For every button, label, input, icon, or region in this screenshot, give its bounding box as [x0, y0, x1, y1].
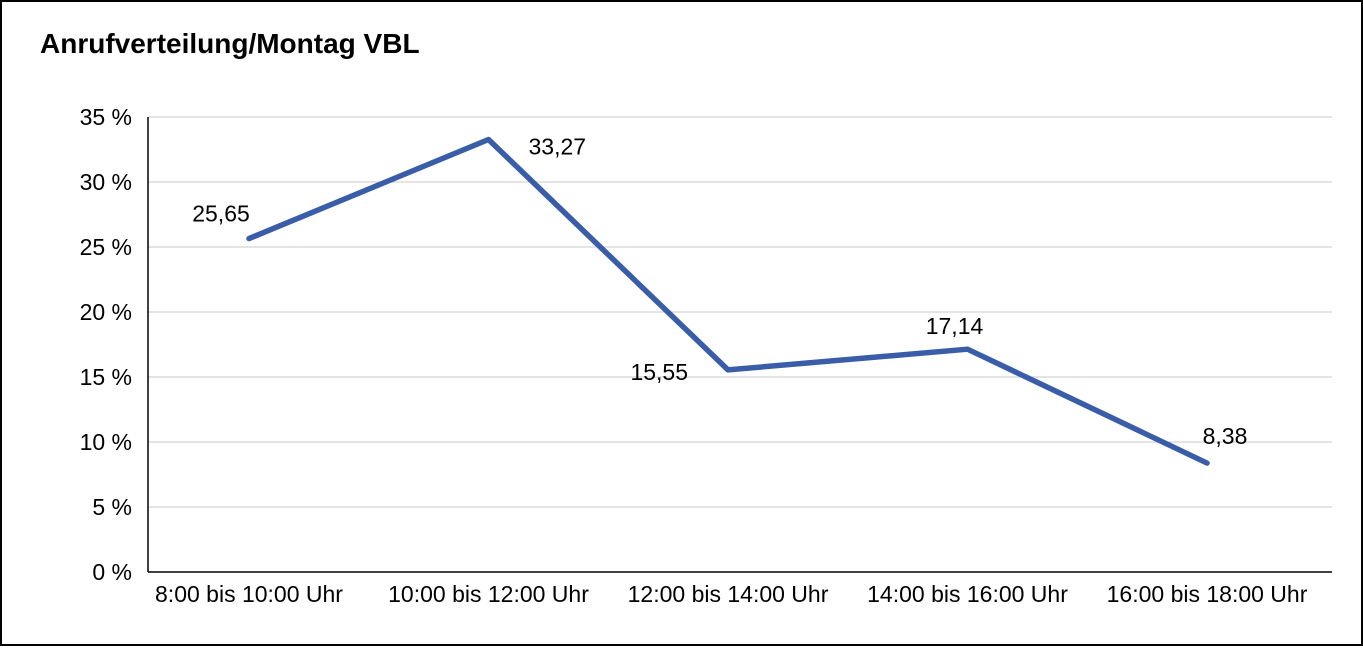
x-axis-tick-label: 12:00 bis 14:00 Uhr — [628, 581, 829, 607]
x-axis-tick-label: 10:00 bis 12:00 Uhr — [388, 581, 589, 607]
y-axis-tick-label: 20 % — [80, 299, 132, 325]
series-line — [246, 136, 1210, 466]
y-axis-tick-label: 35 % — [80, 104, 132, 130]
x-axis-tick-label: 16:00 bis 18:00 Uhr — [1107, 581, 1308, 607]
y-axis-tick-label: 15 % — [80, 364, 132, 390]
data-point-label: 33,27 — [529, 133, 587, 159]
data-point-label: 25,65 — [192, 201, 250, 227]
x-axis-tick-label: 14:00 bis 16:00 Uhr — [867, 581, 1068, 607]
data-point-label: 15,55 — [630, 359, 688, 385]
data-point-label: 17,14 — [926, 313, 984, 339]
chart-title: Anrufverteilung/Montag VBL — [40, 28, 420, 59]
y-axis-tick-label: 5 % — [92, 494, 132, 520]
data-point-label: 8,38 — [1203, 423, 1248, 449]
x-axis-tick-label: 8:00 bis 10:00 Uhr — [155, 581, 343, 607]
y-axis-tick-label: 30 % — [80, 169, 132, 195]
y-axis-tick-label: 25 % — [80, 234, 132, 260]
y-axis-tick-label: 0 % — [92, 559, 132, 585]
y-axis-tick-label: 10 % — [80, 429, 132, 455]
